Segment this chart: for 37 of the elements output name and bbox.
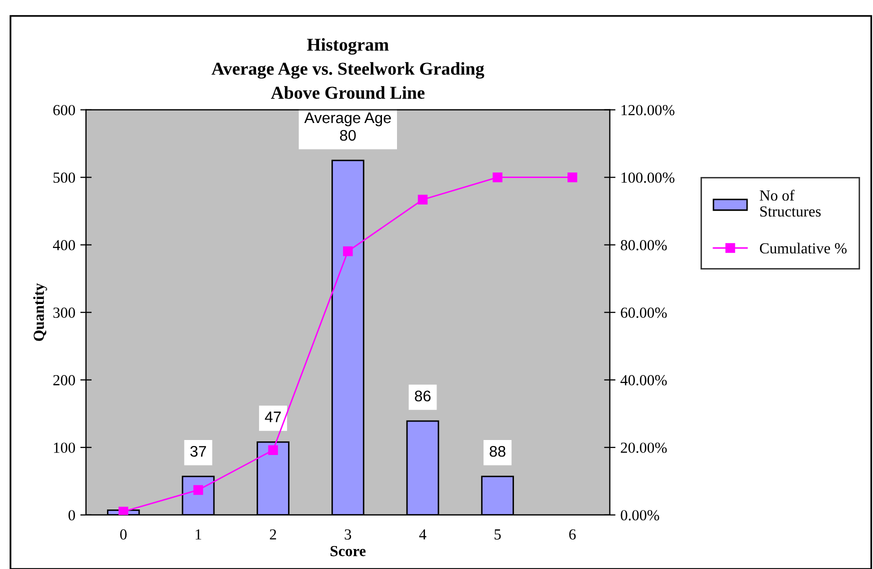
x-axis-title: Score [330,546,366,556]
y-axis-title: Quantity [33,283,48,341]
y2-tick-label: 20.00% [620,442,667,453]
x-tick-label: 6 [569,529,576,540]
y2-tick-label: 60.00% [620,308,667,318]
x-tick-label: 3 [344,529,352,540]
y-tick-label: 300 [53,308,75,318]
y-tick-label: 400 [52,240,75,250]
point [268,445,278,455]
annotation: 86 [414,390,431,402]
y-tick-label: 100 [54,442,75,453]
annotation: 47 [264,412,281,422]
x-tick-label: 4 [419,529,426,540]
point [568,172,578,182]
y-tick-label: 200 [53,375,75,386]
annotation: Average Age 80 [304,112,391,141]
point [418,194,428,204]
legend-label: No of Structures [760,190,821,217]
y2-tick-label: 120.00% [622,104,674,116]
x-tick-label: 0 [120,529,127,540]
y2-tick-label: 80.00% [620,240,667,250]
x-tick-label: 1 [196,529,202,540]
chart-title: Histogram Average Age vs. Steelwork Grading Above Ground Line [212,38,484,99]
y2-tick-label: 100.00% [622,172,674,183]
y-tick-label: 0 [68,510,75,520]
x-tick-label: 5 [494,529,501,540]
y-tick-label: 500 [54,172,75,183]
annotation: 37 [190,446,206,457]
y2-tick-label: 40.00% [620,375,667,386]
x-tick-label: 2 [270,529,276,540]
legend-label: Cumulative % [760,242,847,254]
annotation: 88 [490,446,506,457]
point [343,246,353,256]
point [118,506,128,515]
point [492,172,502,182]
y-tick-label: 600 [53,104,75,116]
y2-tick-label: 0.00% [620,510,660,520]
